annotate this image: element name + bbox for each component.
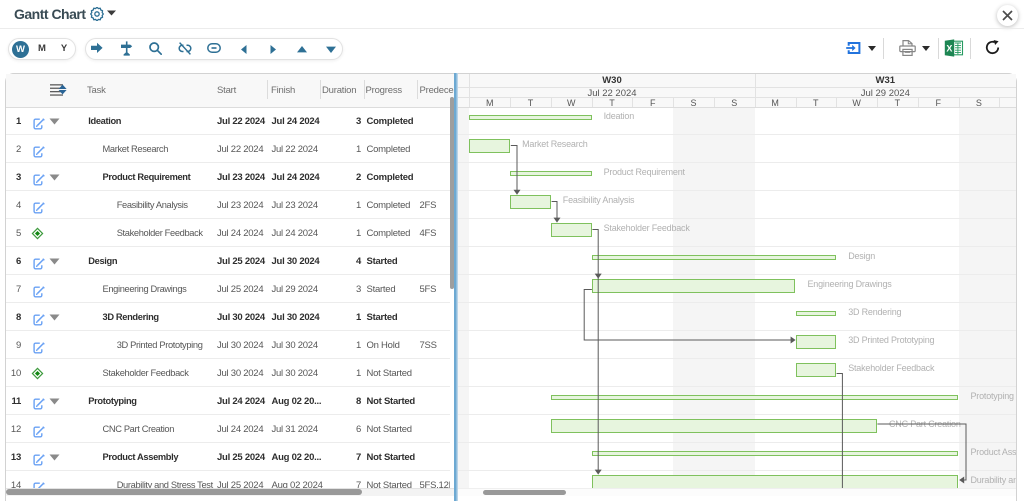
svg-text:X: X <box>946 43 952 53</box>
